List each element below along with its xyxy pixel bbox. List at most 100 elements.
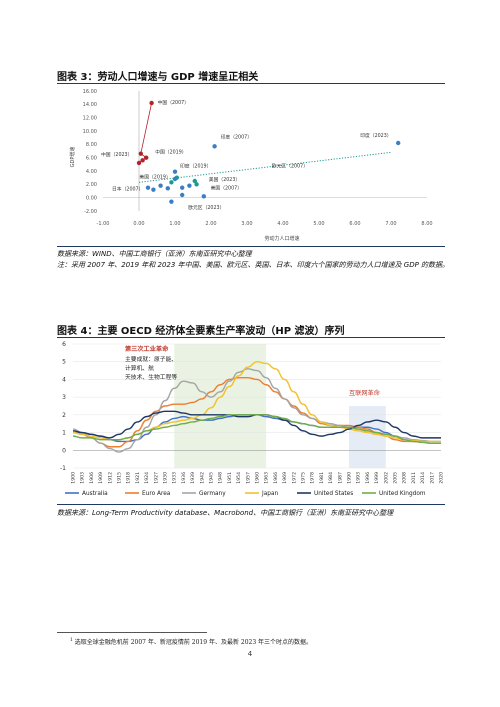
figure3-x-tick-label: 7.00 — [385, 221, 396, 227]
figure4-x-tick-label: 2005 — [393, 472, 399, 484]
figure4-x-tick-label: 1921 — [135, 472, 141, 484]
figure3-x-tick-label: 3.00 — [241, 221, 252, 227]
figure3-point-label: 中国（2007） — [158, 99, 189, 106]
figure3-data-point — [138, 151, 143, 156]
figure3-y-tick-label: -2.00 — [84, 209, 97, 215]
figure3-point-label: 美国（2023） — [209, 176, 240, 183]
figure3-point-label: 欧元区（2023） — [188, 204, 224, 211]
figure3-data-point — [172, 169, 178, 174]
figure4-annotation-internet: 互联网革命 — [349, 389, 380, 397]
figure4-x-tick-label: 1945 — [209, 472, 215, 484]
figure4-x-tick-label: 1927 — [153, 472, 159, 484]
figure4-legend-label: Germany — [199, 491, 226, 497]
figure4-x-tick-label: 1909 — [98, 472, 104, 484]
figure4-x-tick-label: 1918 — [126, 472, 132, 484]
figure4-x-tick-label: 1933 — [172, 472, 178, 484]
figure3-y-tick-label: 12.00 — [83, 115, 97, 121]
figure3-title: 图表 3：劳动人口增速与 GDP 增速呈正相关 — [57, 72, 259, 83]
figure4-shaded-period — [174, 344, 267, 468]
figure3-x-tick-label: 8.00 — [421, 221, 432, 227]
figure4-legend-label: Japan — [261, 491, 278, 497]
figure3-data-point — [212, 144, 217, 149]
figure4-x-tick-label: 1900 — [71, 472, 77, 484]
figure4-series-line — [72, 414, 441, 444]
figure3-y-tick-label: 4.00 — [86, 169, 97, 175]
figure4-x-tick-label: 1978 — [310, 472, 316, 484]
figure4-x-tick-label: 2020 — [439, 472, 445, 484]
figure4-x-tick-label: 1903 — [80, 472, 86, 484]
figure3-bottom-rule — [57, 246, 445, 247]
figure4-x-tick-label: 1954 — [236, 472, 242, 484]
figure4-title: 图表 4：主要 OECD 经济体全要素生产率波动（HP 滤波）序列 — [57, 326, 345, 337]
figure4-y-tick-label: 0 — [62, 447, 66, 454]
figure3-data-point — [149, 100, 154, 106]
figure3-x-tick-label: 5.00 — [313, 221, 324, 227]
figure4-legend-label: Euro Area — [142, 491, 171, 497]
figure3-data-point — [172, 176, 178, 182]
figure4-bottom-rule — [57, 504, 445, 505]
figure3-x-tick-label: 6.00 — [349, 221, 360, 227]
figure3-x-tick-label: 4.00 — [277, 221, 288, 227]
figure4-x-tick-label: 1957 — [245, 472, 251, 484]
figure3-point-label: 美国（2007） — [211, 184, 242, 191]
figure4-x-tick-label: 1987 — [337, 472, 343, 484]
figure4-x-tick-label: 1981 — [319, 472, 325, 484]
figure4-x-tick-label: 1999 — [374, 472, 380, 484]
figure3-data-point — [169, 199, 174, 204]
figure3-point-label: 印度（2019） — [180, 163, 211, 170]
figure3-data-point — [180, 185, 185, 190]
figure4-legend-label: United Kingdom — [379, 491, 426, 497]
figure4-y-tick-label: 3 — [62, 394, 66, 401]
figure4-y-tick-label: 6 — [62, 341, 66, 348]
figure3-x-tick-label: 0.00 — [133, 221, 144, 227]
figure4-x-tick-label: 1936 — [181, 472, 187, 484]
figure3-data-point — [151, 187, 156, 192]
figure4-y-tick-label: 2 — [62, 412, 66, 419]
figure3-data-point — [180, 192, 185, 198]
figure3-y-tick-label: 0.00 — [86, 195, 97, 201]
figure4-x-tick-label: 1924 — [144, 472, 150, 484]
figure3-point-label: 中国（2019） — [155, 149, 186, 156]
figure3-data-point — [187, 183, 192, 188]
footnote: 1 选取全球金融危机前 2007 年、新冠疫情前 2019 年、及最新 2023… — [70, 637, 312, 646]
figure3-point-label: 印度（2007） — [221, 133, 252, 140]
figure4-x-tick-label: 1972 — [291, 472, 297, 484]
figure3-y-tick-label: 10.00 — [83, 129, 97, 135]
figure3-data-point — [396, 140, 401, 146]
figure4-x-tick-label: 1948 — [218, 472, 224, 484]
figure4-x-tick-label: 1993 — [356, 472, 362, 484]
figure4-x-tick-label: 1996 — [365, 472, 371, 484]
figure4-y-tick-label: 1 — [62, 430, 66, 437]
figure4-annotation-text: 天技术、生物工程等 — [125, 373, 177, 381]
figure3-y-tick-label: 6.00 — [86, 155, 97, 161]
figure3-data-point — [201, 194, 206, 199]
figure4-x-tick-label: 1915 — [117, 472, 123, 484]
figure4-x-tick-label: 1930 — [163, 472, 169, 484]
page-number: 4 — [247, 650, 253, 658]
figure3-y-tick-label: 16.00 — [83, 89, 97, 95]
figure4-x-tick-label: 2008 — [402, 472, 408, 484]
figure3-x-tick-label: -1.00 — [97, 221, 110, 227]
figure3-trendline — [138, 151, 392, 183]
figure3-data-point — [136, 160, 142, 166]
figure3-y-tick-label: 8.00 — [86, 142, 97, 148]
figure4-title-rule — [57, 337, 445, 338]
figure4-x-tick-label: 2017 — [429, 472, 435, 484]
figure3-title-rule — [57, 83, 445, 84]
figure3-x-tick-label: 1.00 — [169, 221, 180, 227]
figure4-legend-label: Australia — [82, 491, 108, 497]
figure3-data-point — [194, 182, 199, 187]
figure3-point-label: 欧元区（2007） — [272, 163, 308, 170]
figure4-x-tick-label: 1960 — [255, 472, 261, 484]
figure3-source: 数据来源：WIND、中国工商银行（亚洲）东南亚研究中心整理 — [57, 250, 252, 258]
figure4-x-tick-label: 1990 — [347, 472, 353, 484]
figure4-y-tick-label: 5 — [62, 359, 66, 366]
footnote-rule — [57, 632, 207, 633]
figure3-data-point — [169, 180, 174, 185]
figure3-y-axis-label: GDP增速 — [69, 147, 76, 168]
figure4-annotation-text: 主要成就：原子能、 — [125, 355, 177, 363]
figure4-annotation-third-revolution: 第三次工业革命 — [124, 345, 169, 353]
figure3-point-label: 日本（2007） — [112, 186, 143, 193]
figure3-point-label: 中国（2023） — [101, 151, 132, 158]
